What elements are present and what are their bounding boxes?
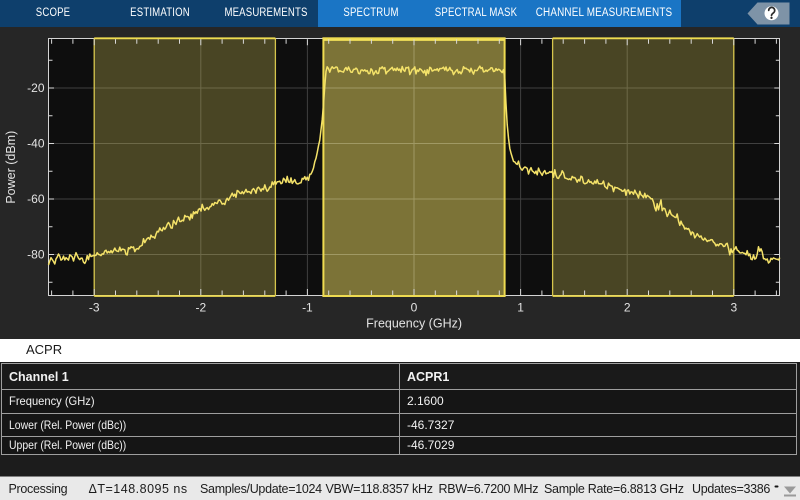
svg-text:2: 2: [624, 301, 631, 315]
svg-text:3: 3: [730, 301, 737, 315]
svg-text:1: 1: [517, 301, 524, 315]
svg-text:Frequency (GHz): Frequency (GHz): [366, 317, 462, 331]
svg-text:Power (dBm): Power (dBm): [4, 131, 18, 204]
svg-text:-40: -40: [27, 137, 45, 151]
svg-text:0: 0: [411, 301, 418, 315]
svg-text:-1: -1: [302, 301, 313, 315]
svg-text:-20: -20: [27, 81, 45, 95]
svg-text:-2: -2: [195, 301, 206, 315]
svg-text:-3: -3: [89, 301, 100, 315]
svg-text:-60: -60: [27, 192, 45, 206]
svg-text:-80: -80: [27, 248, 45, 262]
